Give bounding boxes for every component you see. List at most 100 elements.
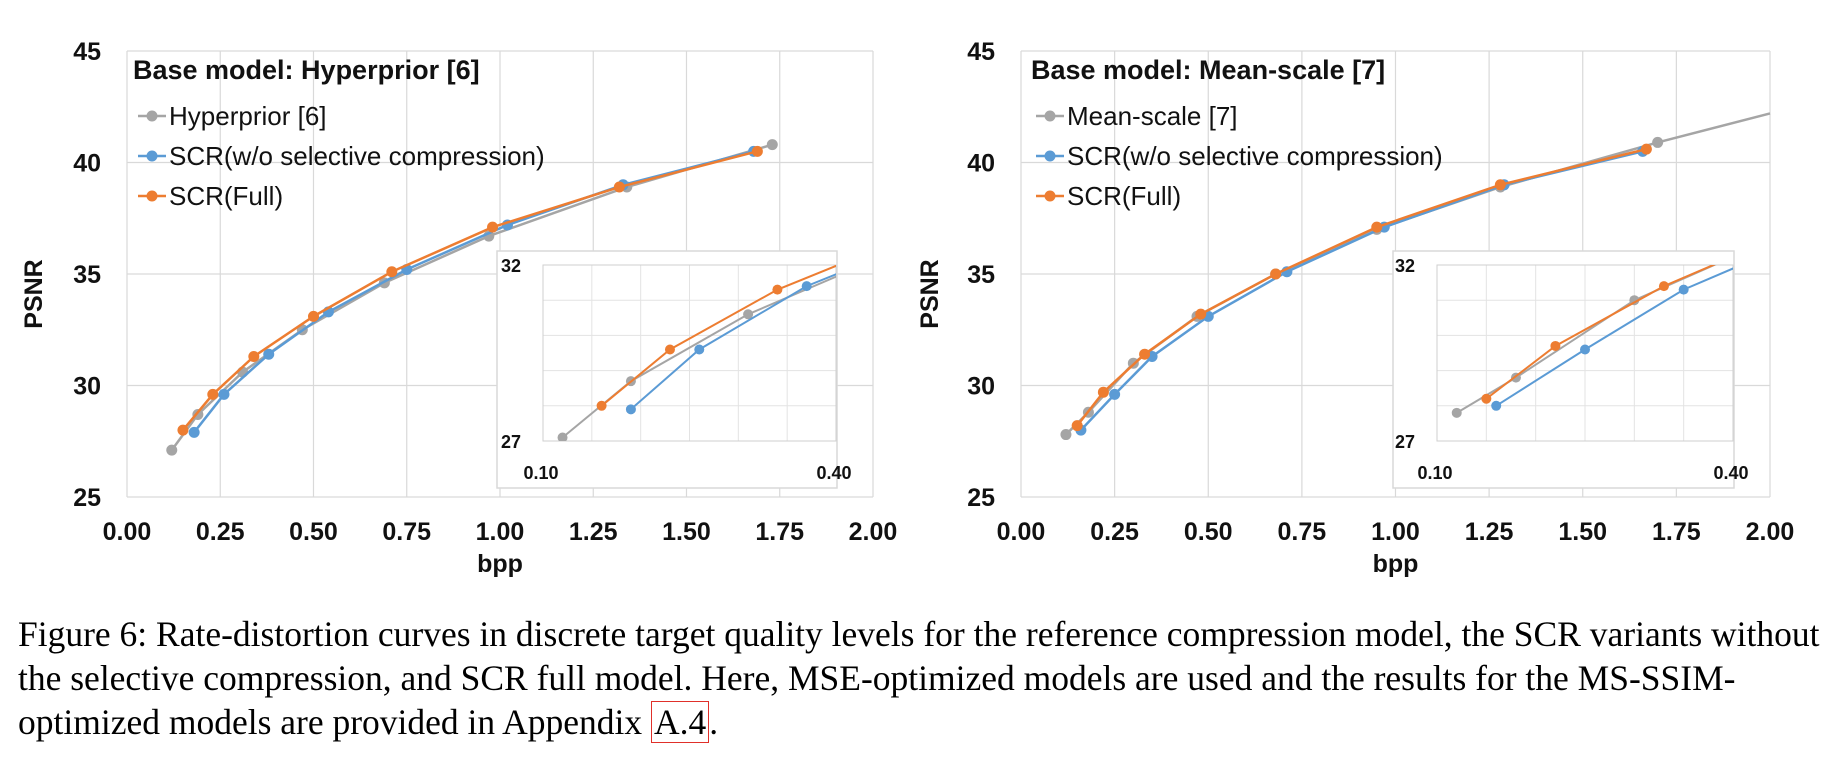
legend-label: SCR(w/o selective compression)	[169, 141, 545, 171]
inset-data-point	[1481, 393, 1492, 404]
data-point	[308, 310, 319, 322]
x-tick-label: 1.00	[476, 518, 525, 546]
inset-x-tick-label: 0.40	[1713, 463, 1748, 483]
inset-series-line-2	[1495, 267, 1733, 407]
x-tick-label: 2.00	[849, 518, 898, 546]
series-line-3	[181, 150, 758, 431]
data-point	[188, 426, 200, 438]
x-tick-label: 0.25	[1090, 518, 1139, 546]
inset-plot-area	[542, 264, 837, 442]
data-point	[751, 145, 763, 157]
data-point	[1270, 268, 1282, 280]
x-tick-label: 1.25	[569, 518, 618, 546]
legend-label: Hyperprior [6]	[169, 101, 327, 131]
y-tick-label: 35	[73, 261, 101, 289]
inset-y-tick-label: 32	[501, 256, 521, 276]
chart-title: Base model: Hyperprior [6]	[133, 55, 480, 85]
inset-series-line-1	[561, 275, 836, 439]
data-point	[218, 388, 230, 400]
legend-swatch-marker	[1044, 150, 1056, 162]
inset-chart: 32 270.10 0.40	[1392, 250, 1749, 489]
inset-x-tick-label: 0.40	[816, 463, 851, 483]
inset-data-point	[1658, 281, 1669, 292]
y-tick-label: 40	[73, 150, 101, 178]
x-tick-label: 0.00	[103, 518, 152, 546]
data-point	[248, 351, 260, 363]
legend-swatch-marker	[146, 110, 158, 122]
legend-swatch-marker	[1044, 190, 1056, 202]
legend-label: Mean-scale [7]	[1067, 101, 1238, 131]
inset-x-tick-label: 0.10	[1417, 463, 1452, 483]
data-point	[1371, 221, 1383, 233]
inset-data-point	[1678, 284, 1689, 295]
y-tick-label: 45	[967, 38, 995, 66]
x-tick-label: 1.50	[1558, 518, 1607, 546]
data-point	[1195, 308, 1207, 320]
chart-panel-2: 0.00 0.25 0.50 0.75 1.00 1.25 1.50 1.75 2.00 25 30…	[916, 38, 1795, 578]
inset-data-point	[1491, 400, 1502, 411]
x-tick-label: 1.25	[1465, 518, 1514, 546]
inset-series-group	[1451, 265, 1733, 418]
figure-caption: Figure 6: Rate-distortion curves in disc…	[18, 612, 1823, 744]
inset-data-point	[625, 404, 636, 415]
data-point	[1109, 388, 1121, 400]
x-tick-label: 0.50	[289, 518, 338, 546]
inset-chart: 32 270.10 0.40	[496, 250, 852, 489]
x-tick-label: 1.75	[1652, 518, 1701, 546]
x-tick-label: 1.00	[1371, 518, 1420, 546]
x-tick-label: 1.50	[662, 518, 711, 546]
y-axis-label: PSNR	[20, 259, 48, 328]
data-point	[613, 181, 625, 193]
inset-plot-area	[1436, 264, 1734, 442]
inset-data-point	[664, 344, 675, 355]
legend-label: SCR(w/o selective compression)	[1067, 141, 1443, 171]
inset-y-tick-label: 32	[1395, 256, 1415, 276]
data-point	[766, 139, 778, 151]
x-axis-label: bpp	[1373, 550, 1419, 578]
x-tick-label: 2.00	[1746, 518, 1795, 546]
caption-end: .	[709, 702, 719, 742]
y-tick-label: 25	[73, 484, 101, 512]
data-point	[263, 348, 275, 360]
data-point	[386, 266, 398, 278]
data-point	[487, 221, 499, 233]
inset-data-point	[772, 284, 783, 295]
appendix-reference-link[interactable]: A.4	[650, 701, 710, 743]
x-tick-label: 0.25	[196, 518, 245, 546]
y-tick-label: 25	[967, 484, 995, 512]
data-point	[1652, 136, 1664, 148]
data-point	[1494, 179, 1506, 191]
inset-data-point	[1451, 407, 1462, 418]
data-point	[166, 444, 178, 456]
series-line-2	[1080, 150, 1643, 431]
inset-data-point	[1550, 340, 1561, 351]
legend-swatch-marker	[146, 150, 158, 162]
data-point	[207, 388, 219, 400]
x-tick-label: 0.50	[1184, 518, 1233, 546]
data-point	[1097, 386, 1109, 398]
y-tick-label: 35	[967, 261, 995, 289]
legend-label: SCR(Full)	[1067, 181, 1181, 211]
chart-panel-1: 0.00 0.25 0.50 0.75 1.00 1.25 1.50 1.75 2.00 25 30…	[20, 38, 898, 578]
inset-frame	[1392, 250, 1735, 489]
inset-series-line-3	[600, 265, 836, 407]
data-point	[177, 424, 189, 436]
series-line-3	[1076, 147, 1647, 427]
inset-data-point	[1580, 344, 1590, 355]
y-tick-label: 40	[967, 150, 995, 178]
inset-data-point	[801, 281, 812, 292]
x-tick-label: 0.75	[1278, 518, 1327, 546]
legend-swatch-marker	[146, 190, 158, 202]
data-point	[1640, 143, 1652, 155]
inset-y-tick-label: 27	[501, 432, 521, 452]
data-point	[1060, 429, 1072, 441]
x-tick-label: 1.75	[755, 518, 804, 546]
caption-text: Figure 6: Rate-distortion curves in disc…	[18, 614, 1820, 742]
series-line-1	[170, 143, 773, 451]
y-tick-label: 45	[73, 38, 101, 66]
inset-data-point	[557, 432, 568, 441]
x-tick-label: 0.00	[997, 518, 1046, 546]
inset-data-point	[694, 344, 705, 355]
data-point	[1071, 420, 1083, 432]
